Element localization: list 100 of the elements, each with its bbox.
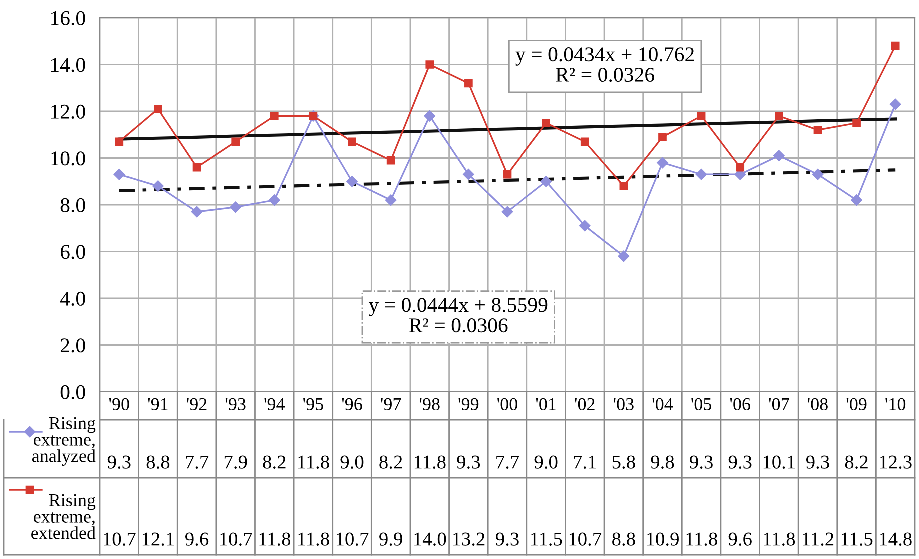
data-label: 9.6 <box>185 532 209 546</box>
y-tick-label: 12.0 <box>51 104 86 120</box>
x-tick-label: '06 <box>730 398 750 411</box>
x-tick-label: '01 <box>536 398 556 411</box>
x-tick-label: '93 <box>226 398 246 411</box>
y-tick-label: 8.0 <box>60 198 86 213</box>
data-label: 8.2 <box>845 456 868 469</box>
data-label: 9.3 <box>108 456 131 469</box>
point <box>542 119 550 128</box>
x-tick-label: '09 <box>846 398 867 411</box>
data-label: 11.8 <box>298 456 330 469</box>
annotation: y = 0.0434x + 10.762 R² = 0.0326 <box>516 48 694 82</box>
point <box>696 169 708 180</box>
x-tick-label: '91 <box>148 398 168 411</box>
data-label: 8.8 <box>612 532 636 546</box>
point <box>426 60 434 69</box>
point <box>580 138 590 146</box>
point <box>232 138 240 146</box>
y-tick-label: 4.0 <box>60 292 86 306</box>
point <box>424 110 436 122</box>
line-series <box>118 168 898 193</box>
data-label: 9.3 <box>496 532 519 546</box>
data-label: 7.1 <box>574 456 596 469</box>
y-tick-label: 10.0 <box>51 152 86 166</box>
data-label: 14.0 <box>414 532 446 546</box>
point <box>618 250 630 262</box>
point <box>385 194 397 206</box>
y-tick-label: 16.0 <box>51 11 86 26</box>
data-label: 11.8 <box>764 532 796 546</box>
data-label: 7.7 <box>186 456 209 469</box>
data-label: 10.7 <box>336 532 369 546</box>
data-label: 14.8 <box>880 532 912 546</box>
point <box>852 119 861 128</box>
point <box>346 176 358 188</box>
legend-label: Rising extreme, extended <box>32 494 96 540</box>
data-label: 9.8 <box>651 456 674 469</box>
x-tick-label: '08 <box>808 398 828 411</box>
data-label: 12.3 <box>880 456 912 469</box>
data-label: 11.2 <box>803 532 834 546</box>
data-label: 10.1 <box>764 456 796 469</box>
data-label: 11.5 <box>842 532 873 546</box>
data-label: 11.8 <box>298 532 330 546</box>
x-tick-label: '03 <box>614 398 634 411</box>
data-label: 9.3 <box>728 456 752 469</box>
x-tick-label: '92 <box>187 398 207 411</box>
data-label: 11.8 <box>260 532 291 546</box>
data-label: 8.8 <box>146 456 170 469</box>
point <box>348 138 356 146</box>
point <box>736 163 745 172</box>
point <box>774 150 785 162</box>
y-tick-label: 0.0 <box>60 385 86 400</box>
data-label: 9.9 <box>380 532 402 546</box>
x-tick-label: '98 <box>420 398 440 411</box>
data-label: 9.3 <box>690 456 713 469</box>
x-tick-label: '94 <box>264 398 286 411</box>
point <box>540 176 552 188</box>
data-label: 8.2 <box>263 456 286 469</box>
annotation: y = 0.0444x + 8.5599 R² = 0.0306 <box>368 298 548 333</box>
y-tick-label: 14.0 <box>51 58 86 72</box>
data-label: 7.7 <box>496 456 520 469</box>
point <box>812 169 824 180</box>
x-tick-label: '04 <box>652 398 674 411</box>
data-label: 11.8 <box>414 456 446 469</box>
data-label: 10.7 <box>570 532 602 546</box>
point <box>269 194 280 206</box>
point <box>152 180 164 192</box>
data-label: 12.1 <box>142 532 174 546</box>
data-label: 10.7 <box>104 532 136 546</box>
point <box>154 104 162 114</box>
point <box>851 194 862 206</box>
data-label: 10.9 <box>647 532 679 546</box>
point <box>697 112 706 120</box>
data-label: 9.0 <box>340 456 364 469</box>
y-tick-label: 6.0 <box>60 245 86 260</box>
point <box>191 206 203 218</box>
point <box>890 98 902 110</box>
point <box>775 112 784 120</box>
point <box>230 202 242 213</box>
x-tick-label: '97 <box>381 398 402 411</box>
data-label: 11.5 <box>531 532 562 546</box>
point <box>814 126 822 134</box>
x-tick-label: '05 <box>692 398 712 411</box>
point <box>658 133 667 142</box>
data-label: 7.9 <box>224 456 248 469</box>
point <box>114 169 126 180</box>
point <box>192 163 202 172</box>
data-label: 9.3 <box>457 456 480 469</box>
point <box>657 157 668 169</box>
x-tick-label: '90 <box>110 398 130 411</box>
x-tick-label: '02 <box>575 398 595 411</box>
point <box>502 206 514 218</box>
data-label: 9.0 <box>534 456 558 469</box>
x-tick-label: '99 <box>458 398 479 411</box>
data-label: 5.8 <box>612 456 636 469</box>
y-tick-label: 2.0 <box>60 338 86 353</box>
data-label: 13.2 <box>453 532 485 546</box>
x-tick-label: '07 <box>769 398 790 411</box>
point <box>503 170 512 179</box>
point <box>464 79 473 88</box>
point <box>386 156 396 165</box>
